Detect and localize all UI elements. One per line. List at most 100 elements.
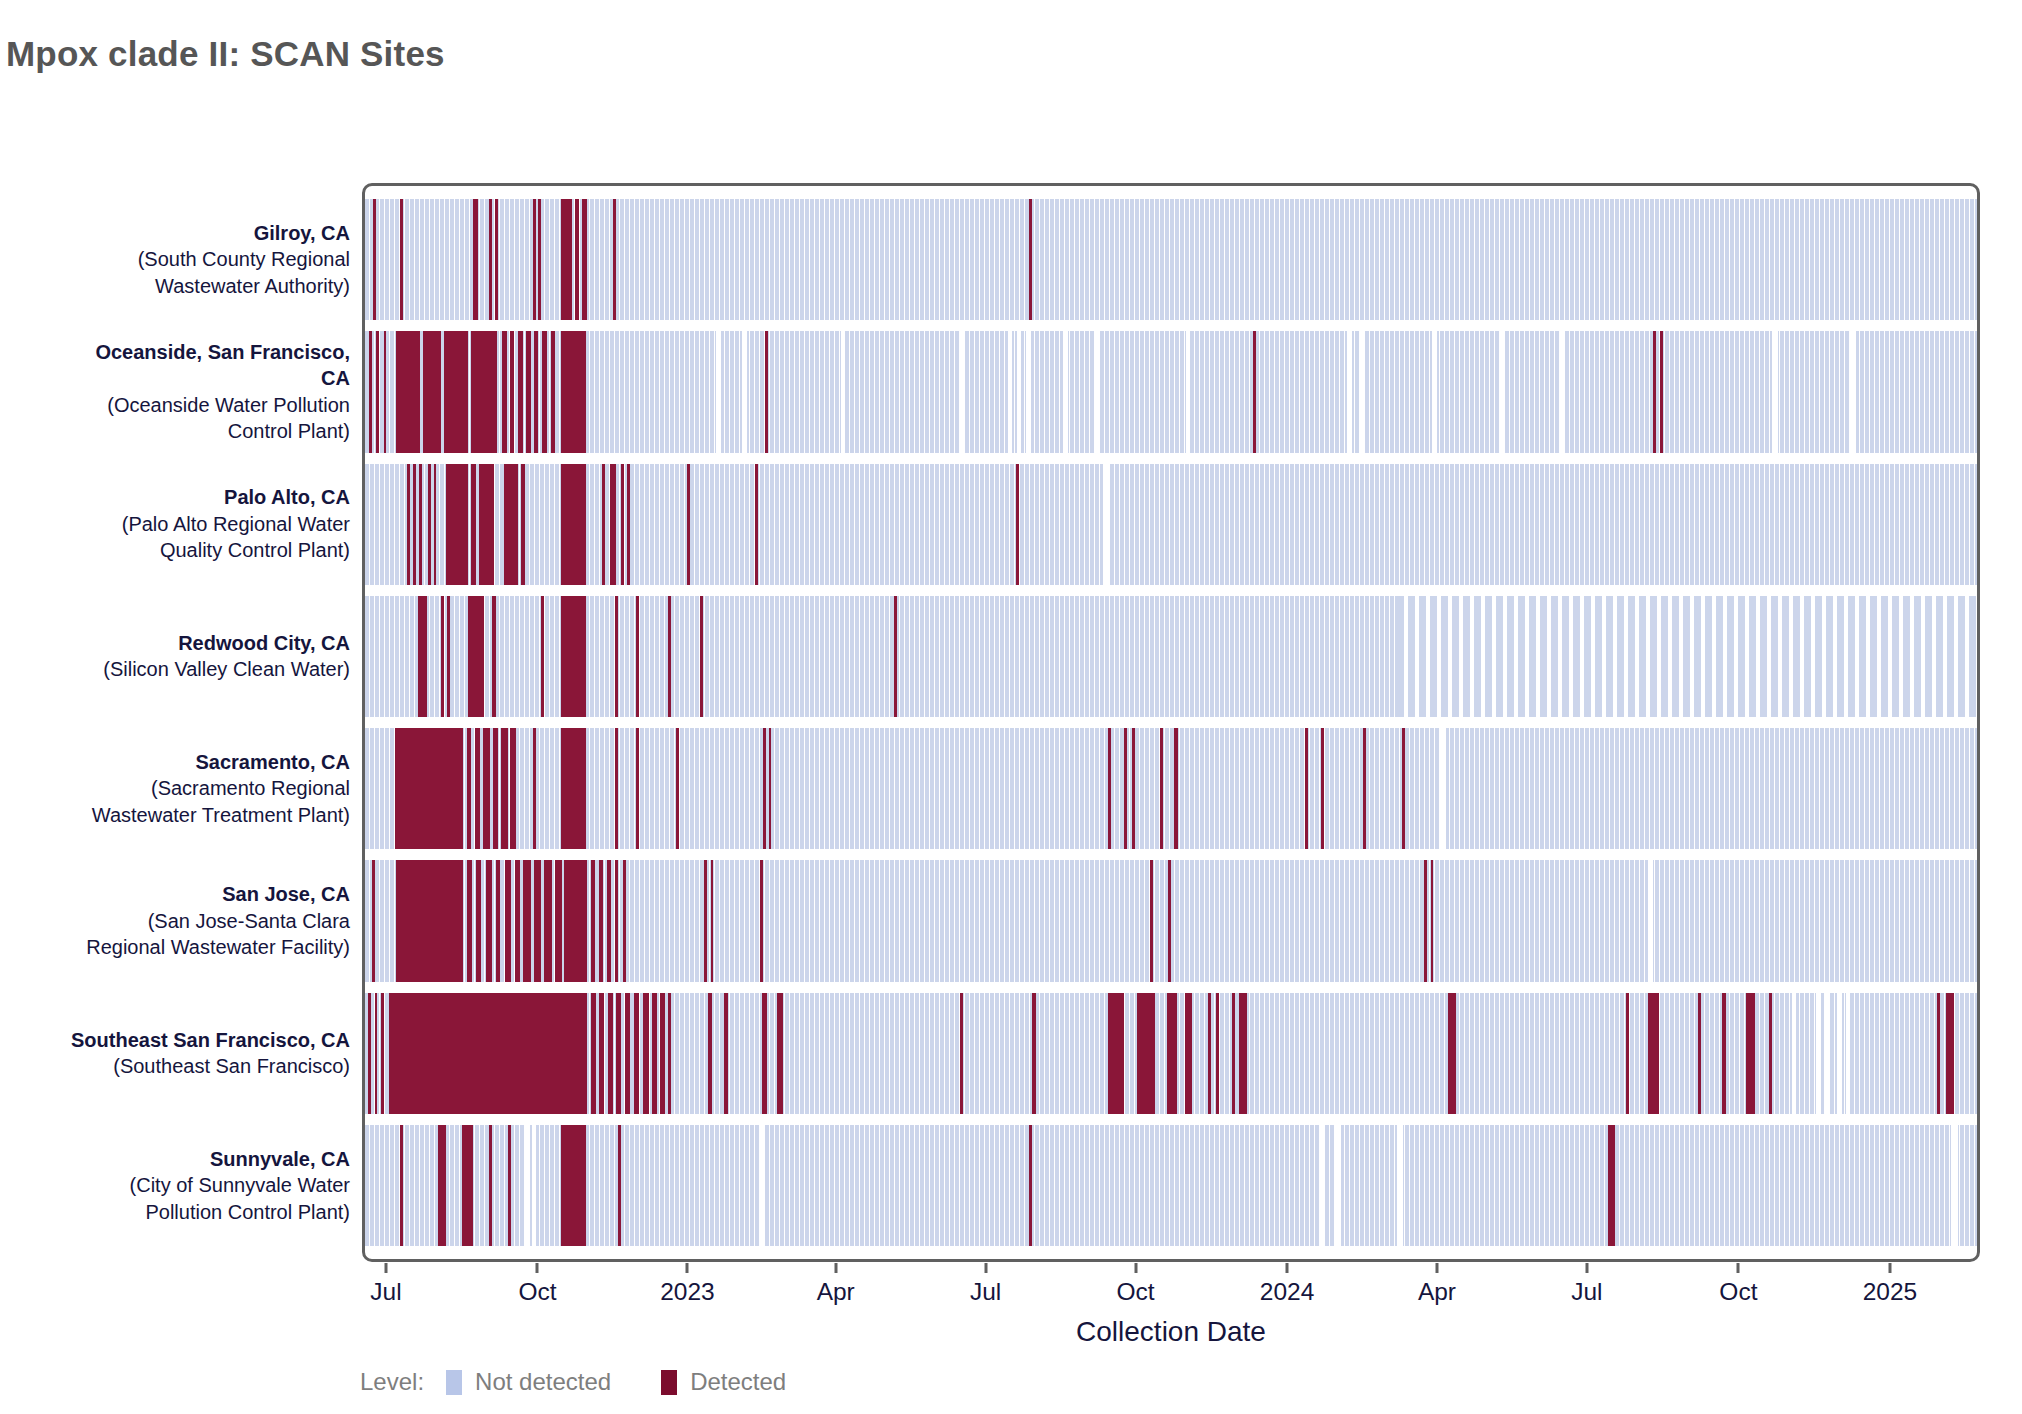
no-sample-gap [1825,993,1829,1114]
no-sample-gap [1792,993,1797,1114]
detection-bar [376,331,379,452]
detection-bar [636,596,639,717]
detection-bar [636,728,639,849]
detection-bar [777,993,783,1114]
detection-bar [533,199,536,320]
detection-bar [894,596,897,717]
site-band [365,993,1977,1114]
detection-bar [489,1125,492,1246]
no-sample-gap [1008,331,1012,452]
no-sample-gap [1648,860,1653,981]
no-sample-gap [1103,464,1109,585]
axis-tick-label: Jul [1571,1278,1602,1306]
detection-bar [613,199,616,320]
detection-bar [1305,728,1308,849]
sparse-sampling-region [1397,596,1977,717]
detection-bar [607,860,611,981]
detection-bar [1626,993,1629,1114]
site-city: Gilroy, CA [65,220,350,247]
axis-tick-mark [1888,1263,1891,1273]
detection-bar [1016,464,1019,585]
no-sample-gap [716,331,721,452]
no-sample-gap [960,331,965,452]
detection-bar [1746,993,1754,1114]
detection-bar [501,728,507,849]
site-band [365,1125,1977,1246]
detection-bar [486,860,492,981]
legend-label-not-detected: Not detected [475,1368,611,1396]
legend: Level: Not detected Detected [360,1368,786,1396]
detection-bar [1660,331,1663,452]
detection-bar [621,464,624,585]
detection-bar [618,1125,621,1246]
detection-bar [373,199,376,320]
site-city: Southeast San Francisco, CA [71,1027,350,1054]
site-facility: (San Jose-Santa Clara Regional Wastewate… [65,908,350,961]
x-axis-ticks: JulOct2023AprJulOct2024AprJulOct2025 [365,1261,1977,1311]
detection-bar [602,464,605,585]
no-sample-gap [841,331,846,452]
axis-tick-mark [834,1263,837,1273]
detection-bar [533,728,536,849]
detection-bar [643,993,649,1114]
detection-bar [1108,728,1111,849]
detection-bar [1108,993,1124,1114]
detection-bar [1722,993,1725,1114]
detection-bar [1448,993,1455,1114]
detection-bar [676,728,679,849]
detection-bar [1029,199,1032,320]
axis-tick-mark [1286,1263,1289,1273]
site-city: Sunnyvale, CA [65,1146,350,1173]
detection-bar [575,199,580,320]
detection-bar [407,464,410,585]
detection-bar [652,993,657,1114]
row-label: Sunnyvale, CA(City of Sunnyvale Water Po… [65,1146,350,1226]
site-band [365,331,1977,452]
detection-bar [765,331,768,452]
detection-bar [493,728,498,849]
row-label-cell: Sunnyvale, CA(City of Sunnyvale Water Po… [0,1125,350,1246]
detection-bar [518,331,523,452]
detection-bar [495,199,498,320]
detection-bar [400,199,403,320]
plot-panel [362,183,1980,1262]
detection-bar [492,596,496,717]
site-band [365,199,1977,320]
detection-bar [372,860,375,981]
axis-tick-label: 2023 [660,1278,715,1306]
site-city: Palo Alto, CA [65,484,350,511]
no-sample-gap [1850,331,1856,452]
row-label: Palo Alto, CA(Palo Alto Regional Water Q… [65,484,350,564]
detection-bar [1232,993,1235,1114]
site-facility: (South County Regional Wastewater Author… [65,246,350,299]
row-label-cell: Gilroy, CA(South County Regional Wastewa… [0,199,350,320]
detection-bar [471,464,476,585]
detection-bar [381,993,384,1114]
detection-bar [660,993,665,1114]
no-sample-gap [1335,1125,1341,1246]
detection-bar [1946,993,1954,1114]
detection-bar [1648,993,1658,1114]
no-sample-gap [742,331,747,452]
detection-bar [687,464,690,585]
detection-bar [489,199,492,320]
no-sample-gap [1500,331,1505,452]
axis-tick-mark [1134,1263,1137,1273]
axis-tick-mark [384,1263,387,1273]
detection-bar [400,1125,403,1246]
detection-bar [724,993,727,1114]
detection-bar [544,860,552,981]
axis-tick-label: Apr [817,1278,855,1306]
detection-bar [1208,993,1211,1114]
detection-bar [615,596,618,717]
no-sample-gap [1846,993,1850,1114]
detected-swatch-icon [661,1370,677,1395]
detection-bar [508,1125,511,1246]
row-label-cell: Palo Alto, CA(Palo Alto Regional Water Q… [0,464,350,585]
detection-bar [541,596,544,717]
row-label: Oceanside, San Francisco, CA(Oceanside W… [65,339,350,445]
row-label-cell: San Jose, CA(San Jose-Santa Clara Region… [0,860,350,981]
no-sample-gap [1951,1125,1957,1246]
detection-bar [526,331,531,452]
detection-bar [1424,860,1427,981]
